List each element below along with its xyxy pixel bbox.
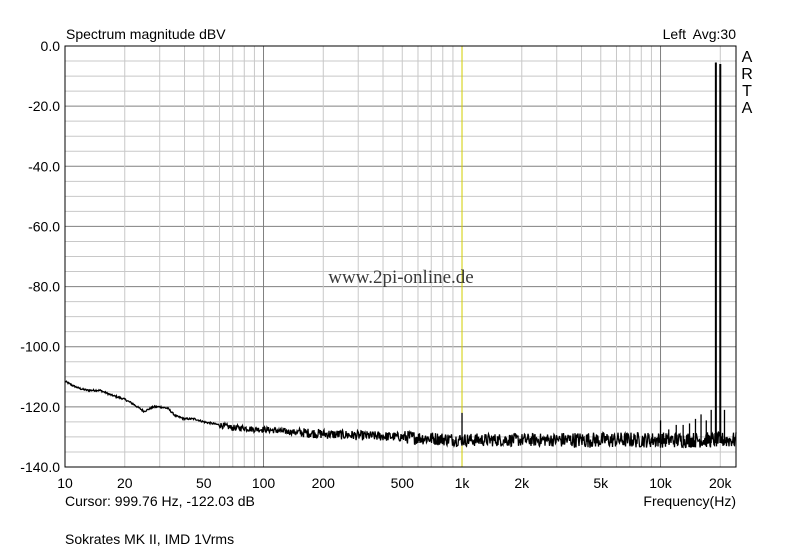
x-tick-label: 10 [57, 475, 73, 491]
x-tick-label: 500 [391, 475, 415, 491]
arta-letter-a2: A [742, 100, 753, 117]
y-tick-label: -100.0 [20, 339, 60, 355]
peak-lines [461, 62, 726, 443]
arta-letter-t: T [742, 83, 752, 100]
y-tick-label: 0.0 [41, 38, 61, 54]
x-tick-label: 50 [196, 475, 212, 491]
x-axis-label: Frequency(Hz) [643, 493, 736, 509]
x-tick-labels: 10 20 50 100 200 500 1k 2k 5k 10k 20k [57, 475, 732, 491]
caption: Sokrates MK II, IMD 1Vrms [65, 531, 235, 547]
noise-floor-trace [64, 380, 737, 449]
y-tick-label: -40.0 [28, 158, 60, 174]
y-tick-labels: 0.0 -20.0 -40.0 -60.0 -80.0 -100.0 -120.0 -140.… [20, 38, 60, 475]
averaging-label: Avg:30 [693, 26, 737, 42]
chart-title: Spectrum magnitude dBV [66, 26, 226, 42]
x-tick-label: 100 [252, 475, 276, 491]
y-tick-label: -60.0 [28, 218, 60, 234]
x-tick-label: 20 [117, 475, 133, 491]
cursor-readout: Cursor: 999.76 Hz, -122.03 dB [65, 493, 255, 509]
grid-lines [64, 45, 736, 468]
watermark-text: www.2pi-online.de [328, 267, 473, 288]
x-tick-label: 200 [312, 475, 336, 491]
arta-letter-a1: A [742, 49, 753, 66]
x-tick-label: 20k [709, 475, 733, 491]
x-tick-label: 1k [455, 475, 471, 491]
y-tick-label: -140.0 [20, 459, 60, 475]
plot-frame [64, 45, 737, 468]
y-tick-label: -20.0 [28, 98, 60, 114]
x-tick-label: 10k [649, 475, 673, 491]
channel-label: Left [663, 26, 686, 42]
x-tick-label: 2k [514, 475, 530, 491]
arta-letter-r: R [741, 66, 753, 83]
x-tick-label: 5k [593, 475, 609, 491]
y-tick-label: -80.0 [28, 279, 60, 295]
arta-logo: A R T A [741, 49, 753, 117]
y-tick-label: -120.0 [20, 399, 60, 415]
